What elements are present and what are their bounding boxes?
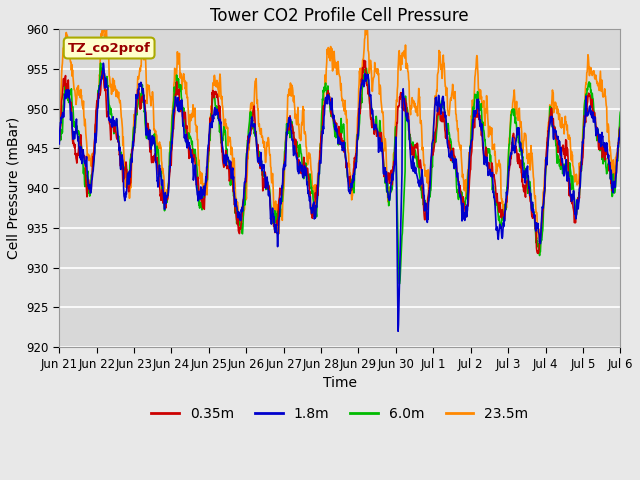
- Text: TZ_co2prof: TZ_co2prof: [68, 42, 150, 55]
- Title: Tower CO2 Profile Cell Pressure: Tower CO2 Profile Cell Pressure: [211, 7, 469, 25]
- Y-axis label: Cell Pressure (mBar): Cell Pressure (mBar): [7, 117, 21, 259]
- X-axis label: Time: Time: [323, 376, 356, 390]
- Legend: 0.35m, 1.8m, 6.0m, 23.5m: 0.35m, 1.8m, 6.0m, 23.5m: [145, 402, 534, 427]
